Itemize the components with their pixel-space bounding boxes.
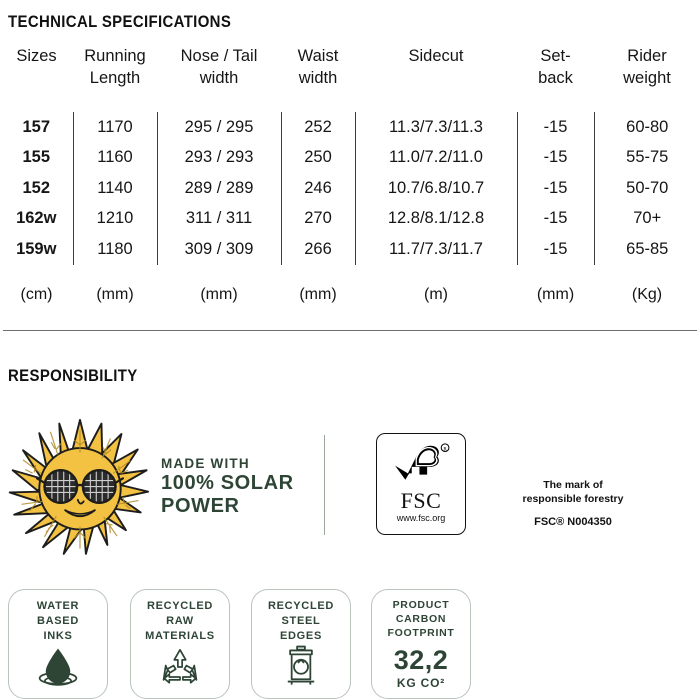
technical-specifications-table: Sizes Running Length Nose / Tail width W… — [0, 42, 700, 315]
cell-setback: -15 — [516, 142, 594, 173]
column-header-running-length: Running Length — [84, 47, 146, 87]
unit-waist-width: (mm) — [299, 285, 337, 303]
water-drop-icon — [38, 648, 78, 686]
cell-waist-width: 270 — [280, 203, 355, 234]
table-row: 152 1140 289 / 289 246 10.7/6.8/10.7 -15… — [0, 173, 700, 204]
cell-running-length: 1170 — [72, 112, 157, 143]
cell-nose-tail-width: 295 / 295 — [156, 112, 281, 143]
cell-size: 159w — [16, 239, 57, 258]
cell-sidecut: 10.7/6.8/10.7 — [354, 173, 517, 204]
cell-nose-tail-width: 309 / 309 — [156, 234, 281, 265]
section-divider — [3, 330, 697, 331]
badge-caption: WATER BASED INKS — [36, 600, 80, 642]
cell-setback: -15 — [516, 173, 594, 204]
carbon-footprint-value: 32,2 — [393, 645, 449, 675]
table-row: 155 1160 293 / 293 250 11.0/7.2/11.0 -15… — [0, 142, 700, 173]
badge-glyph — [252, 645, 350, 692]
cell-running-length: 1180 — [72, 234, 157, 265]
solar-power-block: MADE WITH 100% SOLAR POWER — [6, 412, 326, 555]
table-units-row: (cm) (mm) (mm) (mm) (m) (mm) (Kg) — [0, 265, 700, 315]
cell-waist-width: 250 — [280, 142, 355, 173]
fsc-wordmark: FSC — [400, 488, 442, 513]
cell-waist-width: 266 — [280, 234, 355, 265]
unit-setback: (mm) — [536, 285, 575, 303]
table-row: 157 1170 295 / 295 252 11.3/7.3/11.3 -15… — [0, 112, 700, 143]
badge-recycled-raw-materials: RECYCLED RAW MATERIALS — [130, 589, 230, 699]
recycle-bin-icon — [287, 645, 315, 685]
cell-setback: -15 — [516, 112, 594, 143]
column-header-waist-width: Waist width — [297, 47, 339, 87]
fsc-tagline-line-1: The mark of — [543, 479, 603, 491]
solar-caption-line-1: MADE WITH — [161, 456, 250, 471]
column-header-rider-weight: Rider weight — [623, 47, 671, 87]
cell-size: 162w — [16, 209, 57, 228]
recycle-arrows-icon — [162, 649, 198, 684]
cell-rider-weight: 70+ — [593, 203, 700, 234]
cell-setback: -15 — [516, 234, 594, 265]
solar-caption-line-2: 100% SOLAR — [161, 471, 294, 494]
fsc-tree-checkmark-icon: R — [395, 443, 450, 480]
page-title-responsibility: RESPONSIBILITY — [8, 366, 138, 385]
cell-waist-width: 246 — [280, 173, 355, 204]
badge-product-carbon-footprint: PRODUCT CARBON FOOTPRINT 32,2 KG CO² — [371, 589, 471, 699]
table-row: 159w 1180 309 / 309 266 11.7/7.3/11.7 -1… — [0, 234, 700, 265]
cell-rider-weight: 60-80 — [593, 112, 700, 143]
cell-running-length: 1160 — [72, 142, 157, 173]
cell-setback: -15 — [516, 203, 594, 234]
fsc-tagline: The mark of responsible forestry FSC® N0… — [478, 478, 668, 530]
column-header-setback: Set- back — [538, 47, 573, 87]
column-header-nose-tail-width: Nose / Tail width — [180, 47, 258, 87]
svg-text:R: R — [443, 446, 447, 452]
solar-caption-line-3: POWER — [161, 494, 240, 517]
cell-running-length: 1210 — [72, 203, 157, 234]
fsc-url: www.fsc.org — [396, 513, 446, 523]
cell-rider-weight: 50-70 — [593, 173, 700, 204]
carbon-footprint-unit: KG CO² — [396, 676, 446, 690]
cell-running-length: 1140 — [72, 173, 157, 204]
unit-sidecut: (m) — [424, 285, 448, 303]
unit-sizes: (cm) — [20, 285, 53, 303]
unit-nose-tail-width: (mm) — [200, 285, 238, 303]
fsc-logo-box: R FSC www.fsc.org — [376, 433, 466, 535]
fsc-license-code: FSC® N004350 — [534, 516, 612, 529]
cell-sidecut: 12.8/8.1/12.8 — [354, 203, 517, 234]
cell-waist-width: 252 — [280, 112, 355, 143]
cell-nose-tail-width: 289 / 289 — [156, 173, 281, 204]
cell-nose-tail-width: 293 / 293 — [156, 142, 281, 173]
cell-sidecut: 11.0/7.2/11.0 — [354, 142, 517, 173]
unit-running-length: (mm) — [96, 285, 134, 303]
badge-recycled-steel-edges: RECYCLED STEEL EDGES — [251, 589, 351, 699]
cell-sidecut: 11.7/7.3/11.7 — [354, 234, 517, 265]
cell-sidecut: 11.3/7.3/11.3 — [354, 112, 517, 143]
cell-size: 155 — [22, 148, 51, 167]
column-header-sizes: Sizes — [16, 47, 57, 65]
badge-glyph — [131, 647, 229, 692]
sun-with-solar-sunglasses-icon — [8, 418, 150, 555]
page-title-technical-specifications: TECHNICAL SPECIFICATIONS — [8, 12, 232, 31]
cell-rider-weight: 55-75 — [593, 142, 700, 173]
badge-water-based-inks: WATER BASED INKS — [8, 589, 108, 699]
fsc-tagline-line-2: responsible forestry — [522, 493, 624, 506]
solar-power-caption: MADE WITH 100% SOLAR POWER — [161, 456, 321, 518]
cell-size: 157 — [22, 117, 51, 136]
cell-size: 152 — [22, 178, 51, 197]
cell-rider-weight: 65-85 — [593, 234, 700, 265]
badge-caption: RECYCLED STEEL EDGES — [267, 600, 335, 642]
cell-nose-tail-width: 311 / 311 — [156, 203, 281, 234]
badge-caption: RECYCLED RAW MATERIALS — [145, 600, 215, 642]
vertical-divider — [324, 435, 325, 535]
badge-caption: PRODUCT CARBON FOOTPRINT — [387, 599, 455, 640]
unit-rider-weight: (Kg) — [631, 285, 663, 303]
column-header-sidecut: Sidecut — [408, 47, 464, 65]
badge-glyph — [9, 645, 107, 692]
sustainability-badges: WATER BASED INKS RECYCLED RAW MATERIALS — [0, 589, 700, 700]
table-header-row: Sizes Running Length Nose / Tail width W… — [0, 42, 700, 112]
table-row: 162w 1210 311 / 311 270 12.8/8.1/12.8 -1… — [0, 203, 700, 234]
